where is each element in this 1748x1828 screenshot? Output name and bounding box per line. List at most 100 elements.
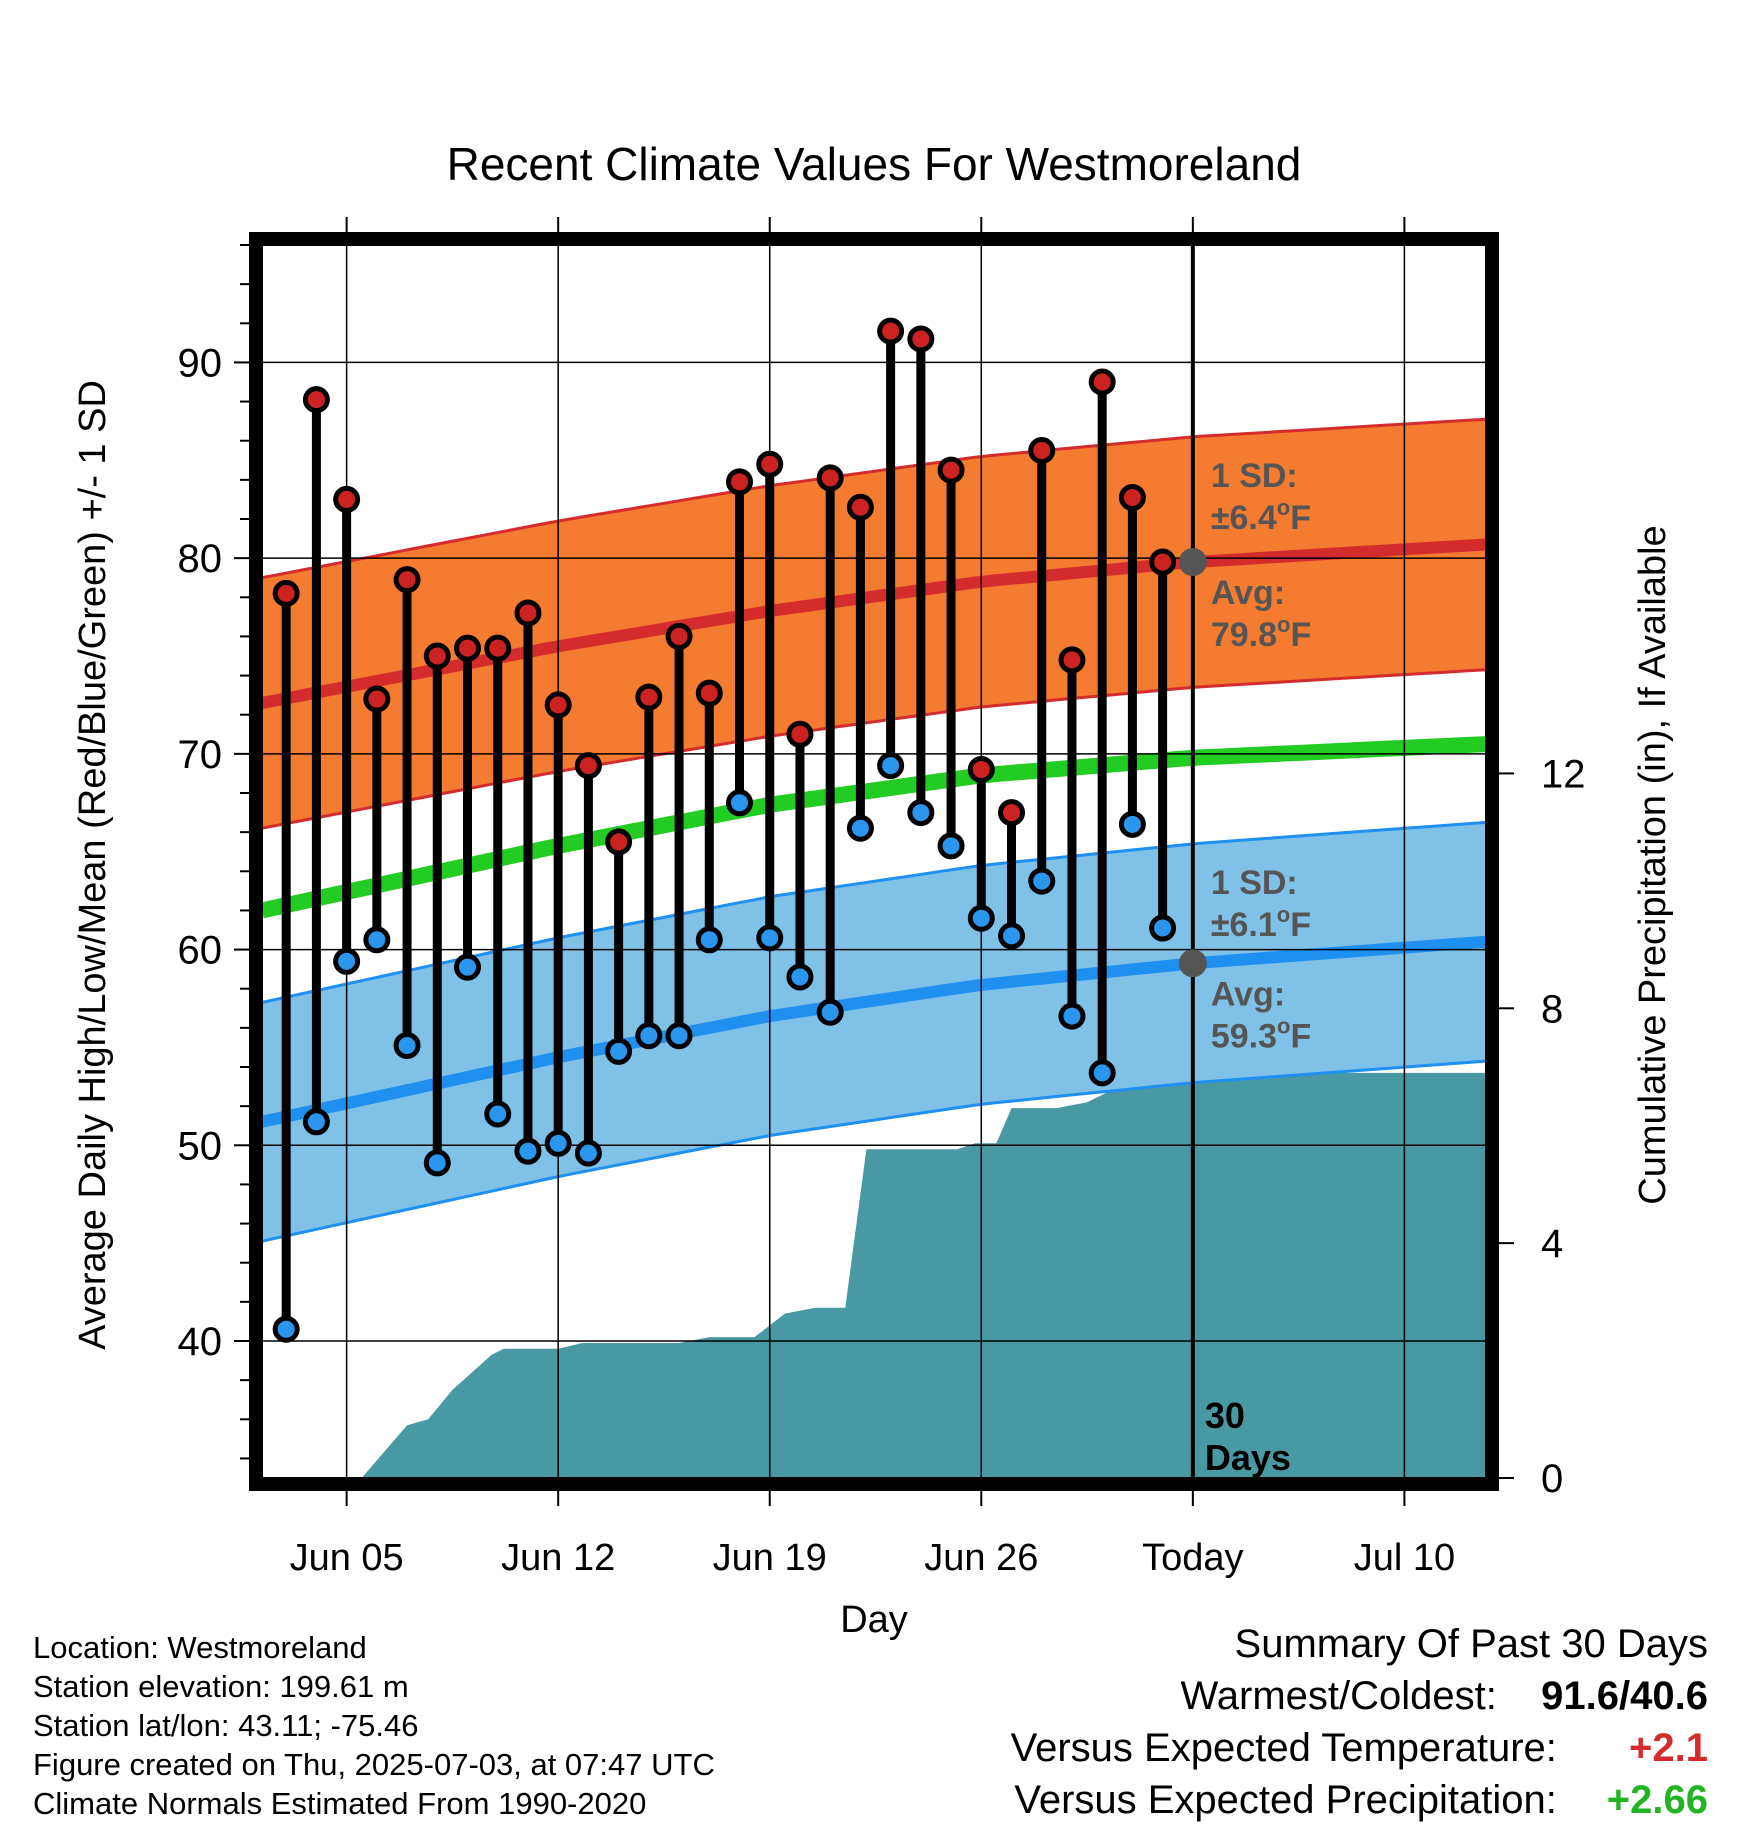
daily-high-point <box>272 579 300 607</box>
latlon-text: Station lat/lon: 43.11; -75.46 <box>33 1708 419 1743</box>
summary-warmest-row: Warmest/Coldest: 91.6/40.6 <box>1011 1670 1709 1722</box>
precip-value: +2.66 <box>1606 1778 1708 1822</box>
y-tick-label-left: 40 <box>178 1320 223 1364</box>
daily-low-point <box>484 1100 512 1128</box>
daily-low-point <box>1058 1002 1086 1030</box>
daily-high-point <box>393 566 421 594</box>
created-text: Figure created on Thu, 2025-07-03, at 07… <box>33 1747 715 1782</box>
x-tick-label: Jul 10 <box>1354 1537 1455 1579</box>
daily-low-point <box>514 1137 542 1165</box>
normal-high-band-upper-edge <box>262 417 1486 580</box>
today-low-avg-marker <box>1178 949 1207 978</box>
daily-low-point <box>907 799 935 827</box>
daily-high-point <box>454 634 482 662</box>
daily-high-point <box>302 386 330 414</box>
daily-low-point <box>816 998 844 1026</box>
low-avg-label: Avg: <box>1211 975 1285 1013</box>
x-axis-label: Day <box>840 1599 908 1641</box>
daily-high-point <box>635 683 663 711</box>
y-tick-label-left: 50 <box>178 1124 223 1168</box>
high-sd-label: 1 SD: <box>1211 457 1298 495</box>
daily-low-point <box>877 752 905 780</box>
temp-label: Versus Expected Temperature: <box>1010 1726 1557 1770</box>
warmest-label: Warmest/Coldest: <box>1180 1674 1497 1718</box>
daily-low-point <box>1028 867 1056 895</box>
daily-low-point <box>786 963 814 991</box>
summary-precip-row: Versus Expected Precipitation: +2.66 <box>1011 1774 1708 1826</box>
daily-low-point <box>272 1315 300 1343</box>
daily-high-point <box>363 685 391 713</box>
daily-low-point <box>846 814 874 842</box>
daily-high-point <box>1088 368 1116 396</box>
daily-high-point <box>877 317 905 345</box>
station-info: Location: Westmoreland Station elevation… <box>33 1628 715 1823</box>
y-axis-label-left: Average Daily High/Low/Mean (Red/Blue/Gr… <box>72 380 114 1350</box>
daily-high-point <box>423 642 451 670</box>
x-tick-label: Jun 12 <box>501 1537 615 1579</box>
y-tick-label-right: 4 <box>1541 1222 1563 1266</box>
chart-title: Recent Climate Values For Westmoreland <box>447 138 1302 190</box>
today-high-avg-marker <box>1178 548 1207 577</box>
daily-high-point <box>544 691 572 719</box>
daily-high-point <box>967 756 995 784</box>
x-tick-label: Today <box>1142 1537 1243 1579</box>
days-word-label: Days <box>1205 1437 1291 1478</box>
x-tick-label: Jun 26 <box>924 1537 1038 1579</box>
daily-low-point <box>363 926 391 954</box>
high-sd-value: ±6.4oF <box>1211 495 1311 537</box>
y-tick-label-left: 70 <box>178 733 223 777</box>
daily-high-point <box>907 325 935 353</box>
daily-high-point <box>998 799 1026 827</box>
y-tick-label-left: 60 <box>178 929 223 973</box>
y-tick-label-right: 8 <box>1541 987 1563 1031</box>
daily-low-point <box>333 947 361 975</box>
daily-low-point <box>756 924 784 952</box>
daily-high-point <box>695 679 723 707</box>
daily-low-point <box>423 1149 451 1177</box>
daily-low-point <box>605 1037 633 1065</box>
daily-high-point <box>1028 437 1056 464</box>
daily-high-point <box>937 456 965 484</box>
location-text: Location: Westmoreland <box>33 1630 367 1665</box>
daily-low-point <box>665 1022 693 1050</box>
daily-low-point <box>574 1139 602 1167</box>
daily-high-point <box>574 752 602 780</box>
daily-low-point <box>544 1129 572 1157</box>
daily-low-point <box>1118 810 1146 838</box>
normal-low-line <box>262 935 1486 1128</box>
elevation-text: Station elevation: 199.61 m <box>33 1669 409 1704</box>
summary-title: Summary Of Past 30 Days <box>1234 1622 1708 1666</box>
high-avg-value: 79.8oF <box>1211 612 1311 654</box>
daily-low-point <box>967 904 995 932</box>
daily-high-point <box>484 634 512 662</box>
daily-low-point <box>393 1031 421 1059</box>
daily-low-point <box>998 922 1026 950</box>
normal-low-band-lower-edge <box>262 1059 1486 1243</box>
daily-low-point <box>695 926 723 954</box>
summary-temp-row: Versus Expected Temperature: +2.1 <box>1011 1722 1708 1774</box>
daily-high-point <box>786 720 814 748</box>
low-avg-value: 59.3oF <box>1211 1013 1311 1055</box>
daily-high-point <box>1118 483 1146 511</box>
y-axis-label-right: Cumulative Precipitation (in), If Availa… <box>1632 525 1674 1204</box>
normals-text: Climate Normals Estimated From 1990-2020 <box>33 1786 647 1821</box>
y-tick-label-left: 90 <box>178 341 223 385</box>
daily-low-point <box>1149 914 1177 942</box>
plot-inner <box>262 245 1486 1478</box>
daily-high-point <box>1058 646 1086 674</box>
daily-high-point <box>816 464 844 492</box>
low-sd-value: ±6.1oF <box>1211 902 1311 944</box>
precip-label: Versus Expected Precipitation: <box>1014 1778 1557 1822</box>
daily-high-point <box>726 468 754 496</box>
daily-high-point <box>333 485 361 513</box>
y-tick-label-left: 80 <box>178 537 223 581</box>
summary-panel: Summary Of Past 30 Days Warmest/Coldest:… <box>1011 1618 1708 1826</box>
y-tick-label-right: 12 <box>1541 752 1586 796</box>
daily-high-point <box>756 450 784 478</box>
daily-low-point <box>726 789 754 817</box>
low-sd-label: 1 SD: <box>1211 864 1298 902</box>
daily-high-point <box>605 828 633 856</box>
warmest-value: 91.6/40.6 <box>1541 1674 1708 1718</box>
daily-low-point <box>1088 1059 1116 1087</box>
